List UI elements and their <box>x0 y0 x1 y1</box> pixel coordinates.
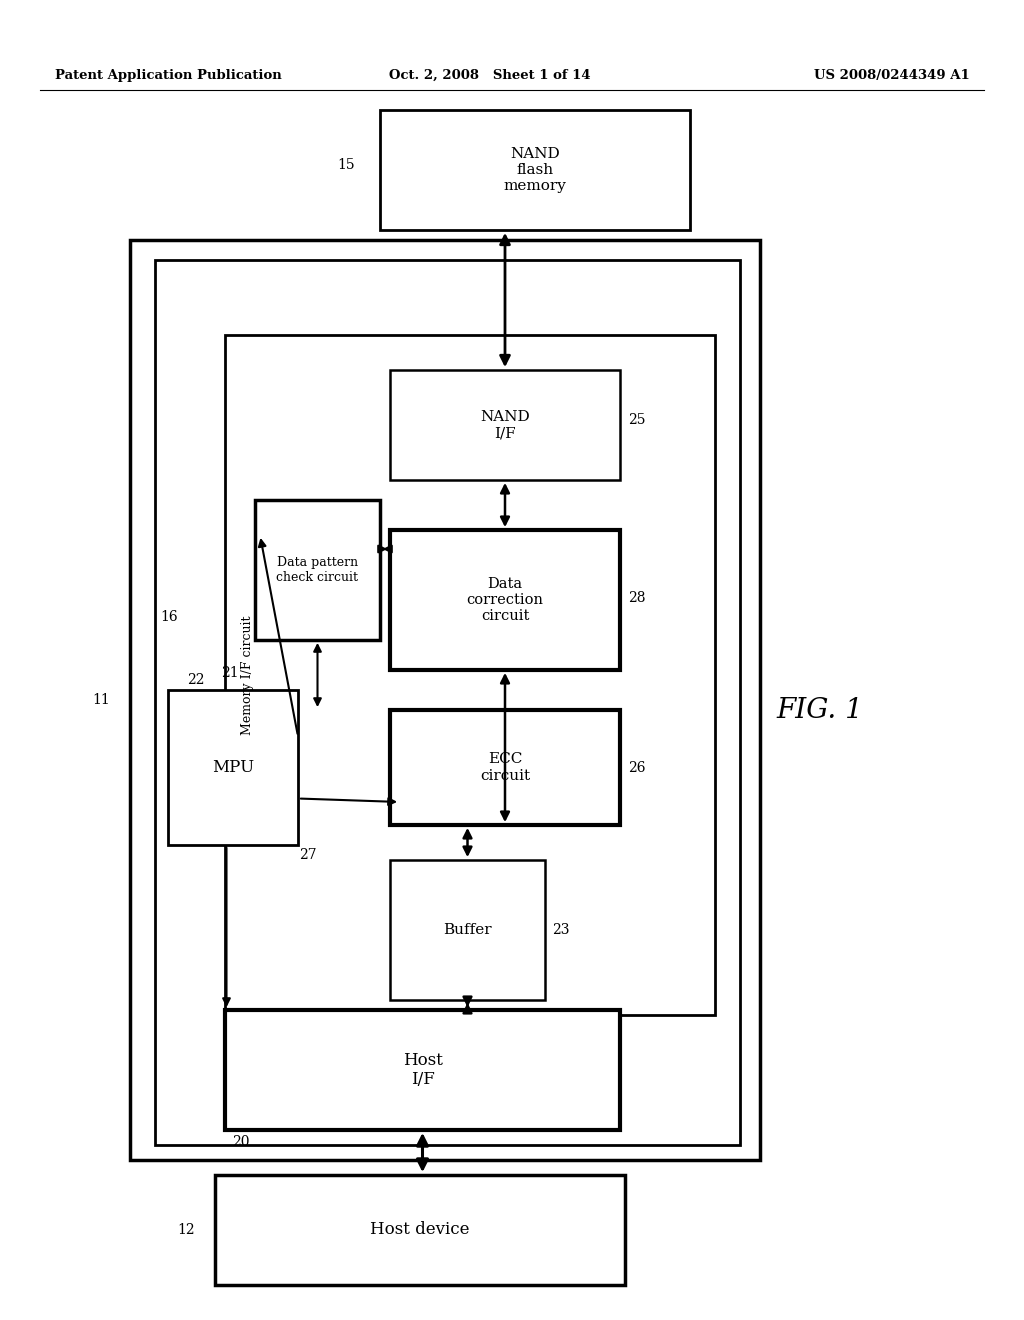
Bar <box>390 531 620 671</box>
Text: Patent Application Publication: Patent Application Publication <box>55 69 282 82</box>
Text: Data pattern
check circuit: Data pattern check circuit <box>276 556 358 583</box>
Text: 20: 20 <box>232 1135 250 1148</box>
Text: NAND
flash
memory: NAND flash memory <box>504 147 566 193</box>
Text: NAND
I/F: NAND I/F <box>480 411 529 440</box>
Text: 15: 15 <box>337 158 355 172</box>
Bar <box>380 110 690 230</box>
Text: 27: 27 <box>299 847 316 862</box>
Text: Buffer: Buffer <box>443 923 492 937</box>
Bar <box>390 370 620 480</box>
Text: 25: 25 <box>628 413 645 426</box>
Text: Memory I/F circuit: Memory I/F circuit <box>242 615 255 735</box>
Text: Data
correction
circuit: Data correction circuit <box>467 577 544 623</box>
Bar <box>390 710 620 825</box>
Text: MPU: MPU <box>212 759 254 776</box>
Bar <box>155 260 740 1144</box>
Bar <box>225 1010 620 1130</box>
Text: 26: 26 <box>628 762 645 775</box>
Text: 23: 23 <box>552 923 569 937</box>
Text: 22: 22 <box>187 673 205 686</box>
Bar <box>215 1175 625 1284</box>
Text: 28: 28 <box>628 591 645 605</box>
Bar <box>255 500 380 640</box>
Text: 16: 16 <box>160 610 177 624</box>
Bar <box>225 335 715 1015</box>
Bar <box>168 690 298 845</box>
Bar <box>130 240 760 1160</box>
Text: 21: 21 <box>221 667 239 680</box>
Bar <box>390 861 545 1001</box>
Text: FIG. 1: FIG. 1 <box>776 697 863 723</box>
Text: Host device: Host device <box>371 1221 470 1238</box>
Text: Host
I/F: Host I/F <box>402 1052 442 1088</box>
Text: ECC
circuit: ECC circuit <box>480 752 530 783</box>
Text: 12: 12 <box>177 1224 195 1237</box>
Text: Oct. 2, 2008   Sheet 1 of 14: Oct. 2, 2008 Sheet 1 of 14 <box>389 69 591 82</box>
Text: 11: 11 <box>92 693 110 708</box>
Text: US 2008/0244349 A1: US 2008/0244349 A1 <box>814 69 970 82</box>
